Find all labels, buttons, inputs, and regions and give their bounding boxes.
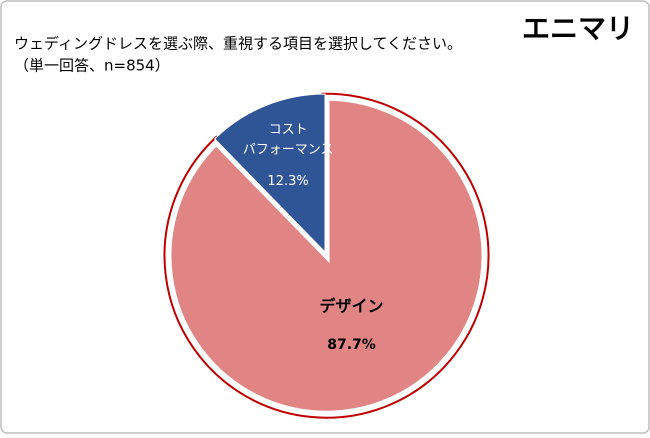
slice-label: デザイン	[320, 297, 384, 316]
slice	[165, 94, 488, 417]
brand: エニマリ	[522, 12, 634, 45]
slice-label: コストパフォーマンス	[243, 122, 334, 157]
value-label: 12.3%	[267, 174, 308, 189]
value-label: 87.7%	[327, 337, 376, 353]
chart-title: ウェディングドレスを選ぶ際、重視する項目を選択してください。	[14, 35, 462, 53]
slice	[213, 93, 326, 254]
chart-subtitle: （単一回答、n=854）	[14, 57, 170, 75]
